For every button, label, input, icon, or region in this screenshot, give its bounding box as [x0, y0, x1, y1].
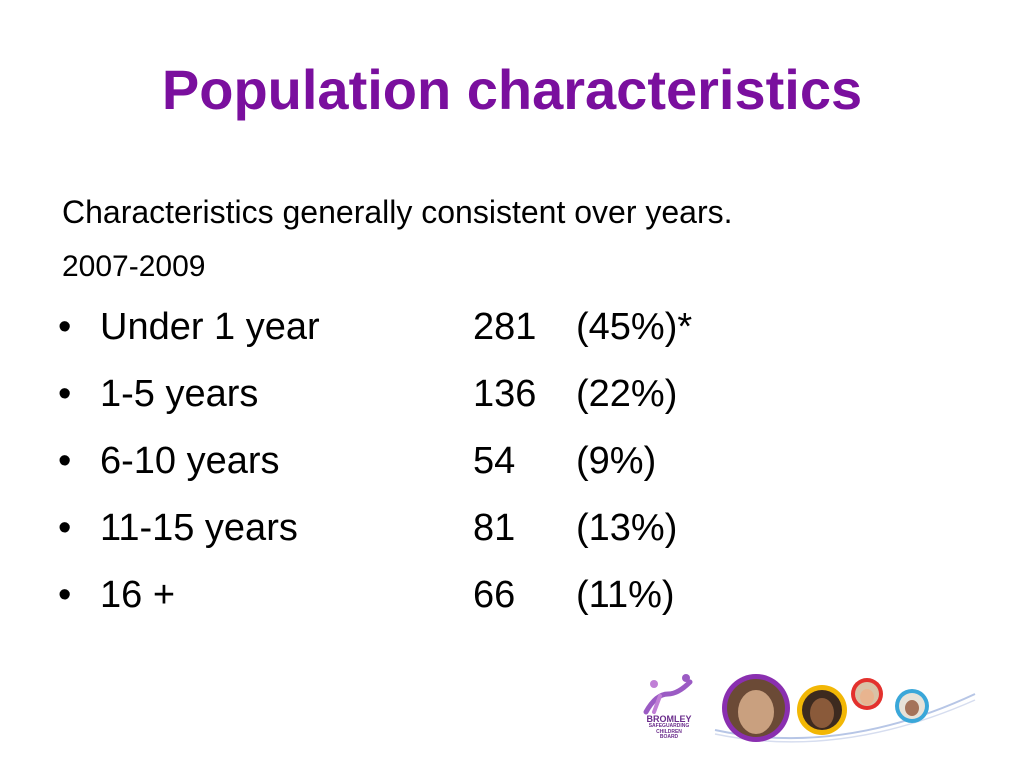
logo-line4: BOARD: [659, 733, 679, 740]
age-group-count: 66: [473, 574, 516, 616]
age-group-percent: (45%)*: [576, 306, 693, 348]
age-group-label: 1-5 years: [100, 373, 259, 415]
age-group-percent: (11%): [576, 574, 675, 616]
age-group-count: 81: [473, 507, 516, 549]
logo-line2: SAFEGUARDING: [648, 723, 690, 730]
age-group-percent: (9%): [576, 440, 657, 482]
age-group-label: Under 1 year: [100, 306, 320, 348]
list-item: • 6-10 years 54 (9%): [58, 442, 736, 509]
list-item: • 11-15 years 81 (13%): [58, 509, 736, 576]
age-group-count: 281: [473, 306, 537, 348]
bullet-icon: •: [58, 306, 72, 348]
bullet-icon: •: [58, 373, 72, 415]
age-group-label: 11-15 years: [100, 507, 298, 549]
slide-period: 2007-2009: [62, 250, 206, 283]
face-photo-3-icon: [851, 678, 883, 710]
bromley-logo: [643, 674, 976, 743]
face-photo-2-icon: [797, 685, 847, 735]
list-item: • 16 + 66 (11%): [58, 576, 736, 643]
list-item: • Under 1 year 281 (45%)*: [58, 308, 736, 375]
age-group-label: 16 +: [100, 574, 176, 616]
logo-wordmark: BROMLEY SAFEGUARDING CHILDREN BOARD: [646, 714, 692, 740]
bullet-icon: •: [58, 440, 72, 482]
bullet-icon: •: [58, 507, 72, 549]
slide-subtitle: Characteristics generally consistent ove…: [62, 194, 733, 230]
age-group-percent: (13%): [576, 507, 678, 549]
age-group-percent: (22%): [576, 373, 678, 415]
bullet-icon: •: [58, 574, 72, 616]
face-photo-1-icon: [722, 674, 790, 742]
age-group-count: 136: [473, 373, 537, 415]
figures-icon: [643, 674, 693, 715]
population-list: • Under 1 year 281 (45%)* • 1-5 years 13…: [58, 308, 736, 643]
face-photo-4-icon: [895, 689, 929, 723]
slide-title: Population characteristics: [161, 58, 863, 121]
logo-line3: CHILDREN: [656, 728, 682, 735]
age-group-label: 6-10 years: [100, 440, 280, 482]
list-item: • 1-5 years 136 (22%): [58, 375, 736, 442]
age-group-count: 54: [473, 440, 516, 482]
logo-name: BROMLEY: [646, 714, 692, 724]
